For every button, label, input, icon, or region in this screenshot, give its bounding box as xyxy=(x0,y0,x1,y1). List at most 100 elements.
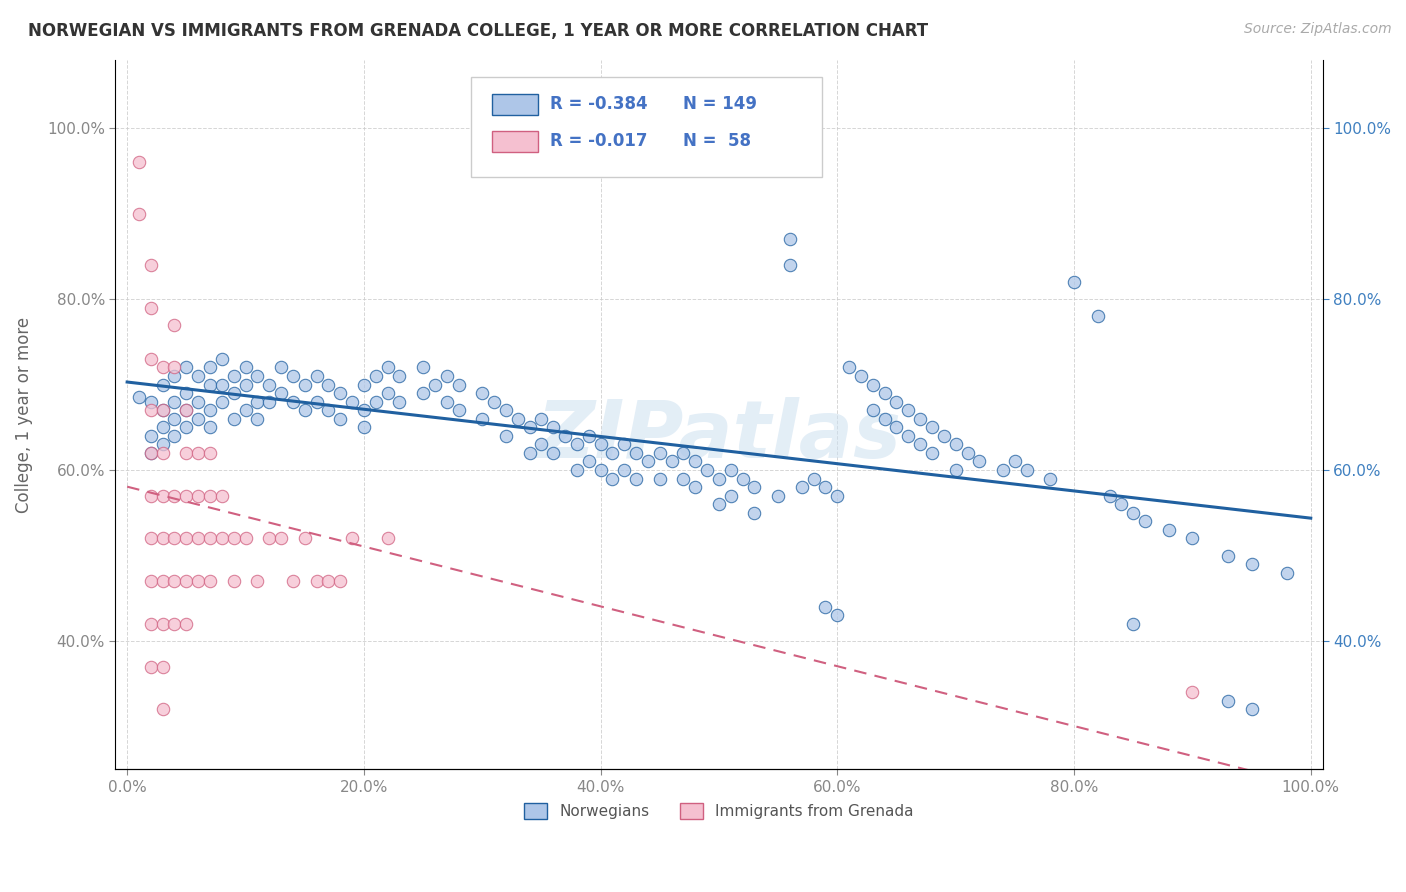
Point xyxy=(152,403,174,417)
Point xyxy=(198,489,221,503)
Point xyxy=(211,394,233,409)
Point xyxy=(305,574,328,589)
Point xyxy=(1216,549,1239,563)
Point xyxy=(353,420,375,434)
Point xyxy=(139,429,162,443)
Point xyxy=(1098,489,1121,503)
Point xyxy=(471,411,494,425)
Point xyxy=(163,411,186,425)
Text: N = 149: N = 149 xyxy=(683,95,756,113)
Point xyxy=(187,368,209,383)
Point xyxy=(176,360,198,375)
Point xyxy=(198,360,221,375)
Point xyxy=(318,574,340,589)
Point xyxy=(152,574,174,589)
Point xyxy=(1240,557,1263,571)
Point xyxy=(685,480,707,494)
Point xyxy=(495,403,517,417)
Point xyxy=(305,368,328,383)
Point xyxy=(139,394,162,409)
Point xyxy=(672,472,695,486)
Point xyxy=(222,532,245,546)
Point xyxy=(163,616,186,631)
Point xyxy=(731,472,754,486)
Point xyxy=(519,420,541,434)
Point xyxy=(163,532,186,546)
Point xyxy=(873,411,896,425)
Point xyxy=(862,403,884,417)
Point xyxy=(495,429,517,443)
Point xyxy=(176,403,198,417)
Point xyxy=(152,420,174,434)
Point xyxy=(790,480,813,494)
Point xyxy=(1063,275,1085,289)
Point xyxy=(530,411,553,425)
Point xyxy=(1275,566,1298,580)
Point xyxy=(340,394,363,409)
Point xyxy=(897,403,920,417)
Point xyxy=(364,368,387,383)
Y-axis label: College, 1 year or more: College, 1 year or more xyxy=(15,317,32,513)
Point xyxy=(744,506,766,520)
Point xyxy=(294,377,316,392)
Point xyxy=(482,394,505,409)
Point xyxy=(139,301,162,315)
Point xyxy=(648,446,671,460)
Point xyxy=(412,360,434,375)
Point xyxy=(329,411,352,425)
Point xyxy=(176,616,198,631)
Point xyxy=(187,574,209,589)
Point xyxy=(139,351,162,366)
Point xyxy=(447,377,470,392)
Point xyxy=(637,454,659,468)
Point xyxy=(838,360,860,375)
Point xyxy=(530,437,553,451)
Point xyxy=(1111,497,1133,511)
Point xyxy=(139,446,162,460)
Point xyxy=(152,616,174,631)
Point xyxy=(506,411,529,425)
Point xyxy=(412,386,434,401)
Point xyxy=(211,532,233,546)
Point xyxy=(849,368,872,383)
Point xyxy=(246,394,269,409)
Point xyxy=(281,574,304,589)
Point xyxy=(222,411,245,425)
Point xyxy=(139,489,162,503)
Point xyxy=(685,454,707,468)
Point xyxy=(661,454,683,468)
Point xyxy=(187,489,209,503)
Point xyxy=(152,377,174,392)
Point xyxy=(565,463,588,477)
Point xyxy=(176,403,198,417)
Point xyxy=(152,437,174,451)
Point xyxy=(305,394,328,409)
Point xyxy=(1122,506,1144,520)
Point xyxy=(377,360,399,375)
Point xyxy=(235,377,257,392)
Point xyxy=(152,403,174,417)
Point xyxy=(163,489,186,503)
Point xyxy=(246,368,269,383)
Point xyxy=(908,411,931,425)
Legend: Norwegians, Immigrants from Grenada: Norwegians, Immigrants from Grenada xyxy=(517,797,920,825)
Point xyxy=(128,390,150,404)
Point xyxy=(152,659,174,673)
Point xyxy=(744,480,766,494)
Point xyxy=(139,574,162,589)
Point xyxy=(447,403,470,417)
Point xyxy=(176,446,198,460)
Point xyxy=(294,532,316,546)
Point xyxy=(827,608,849,623)
Point xyxy=(886,420,908,434)
Point xyxy=(873,386,896,401)
FancyBboxPatch shape xyxy=(492,94,538,115)
Point xyxy=(1087,309,1109,323)
Point xyxy=(519,446,541,460)
Point xyxy=(602,472,624,486)
Point xyxy=(1015,463,1038,477)
Point xyxy=(707,472,730,486)
Point xyxy=(187,532,209,546)
Point xyxy=(128,206,150,220)
Point xyxy=(1181,532,1204,546)
